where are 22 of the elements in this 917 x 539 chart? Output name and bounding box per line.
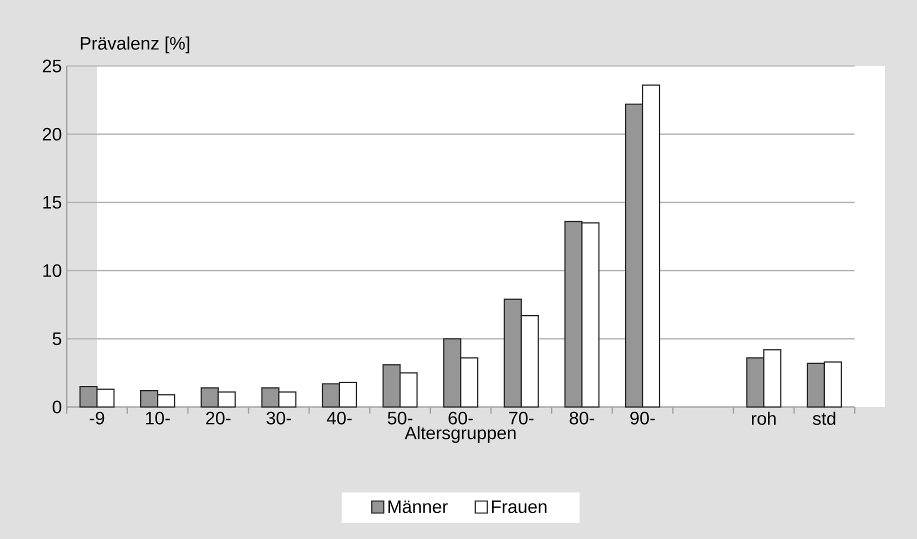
- x-tick-label: 90-: [630, 412, 655, 424]
- y-axis-title: Prävalenz [%]: [80, 36, 190, 54]
- x-tick-label: 70-: [509, 412, 534, 424]
- y-tick-label: 15: [43, 196, 62, 209]
- x-tick-label: -9: [90, 412, 104, 424]
- x-tick-label: 50-: [388, 412, 412, 424]
- y-tick-label: 25: [42, 60, 62, 72]
- x-tick-label: 30-: [266, 412, 292, 424]
- x-tick-label: 60-: [448, 412, 473, 424]
- x-tick-label: 80-: [570, 412, 594, 424]
- x-tick-label: roh: [752, 412, 776, 425]
- x-axis-title: Altersgruppen: [404, 426, 516, 443]
- legend-label: Männer: [388, 500, 448, 514]
- y-tick-label: 20: [42, 128, 62, 141]
- x-tick-label: 20-: [206, 412, 230, 424]
- x-tick-label: 40-: [326, 412, 352, 424]
- y-tick-label: 0: [52, 400, 62, 414]
- x-tick-label: 10-: [146, 412, 170, 424]
- legend-label: Frauen: [492, 500, 546, 514]
- y-tick-label: 10: [43, 264, 62, 277]
- y-tick-label: 5: [52, 332, 62, 346]
- x-tick-label: std: [812, 412, 836, 425]
